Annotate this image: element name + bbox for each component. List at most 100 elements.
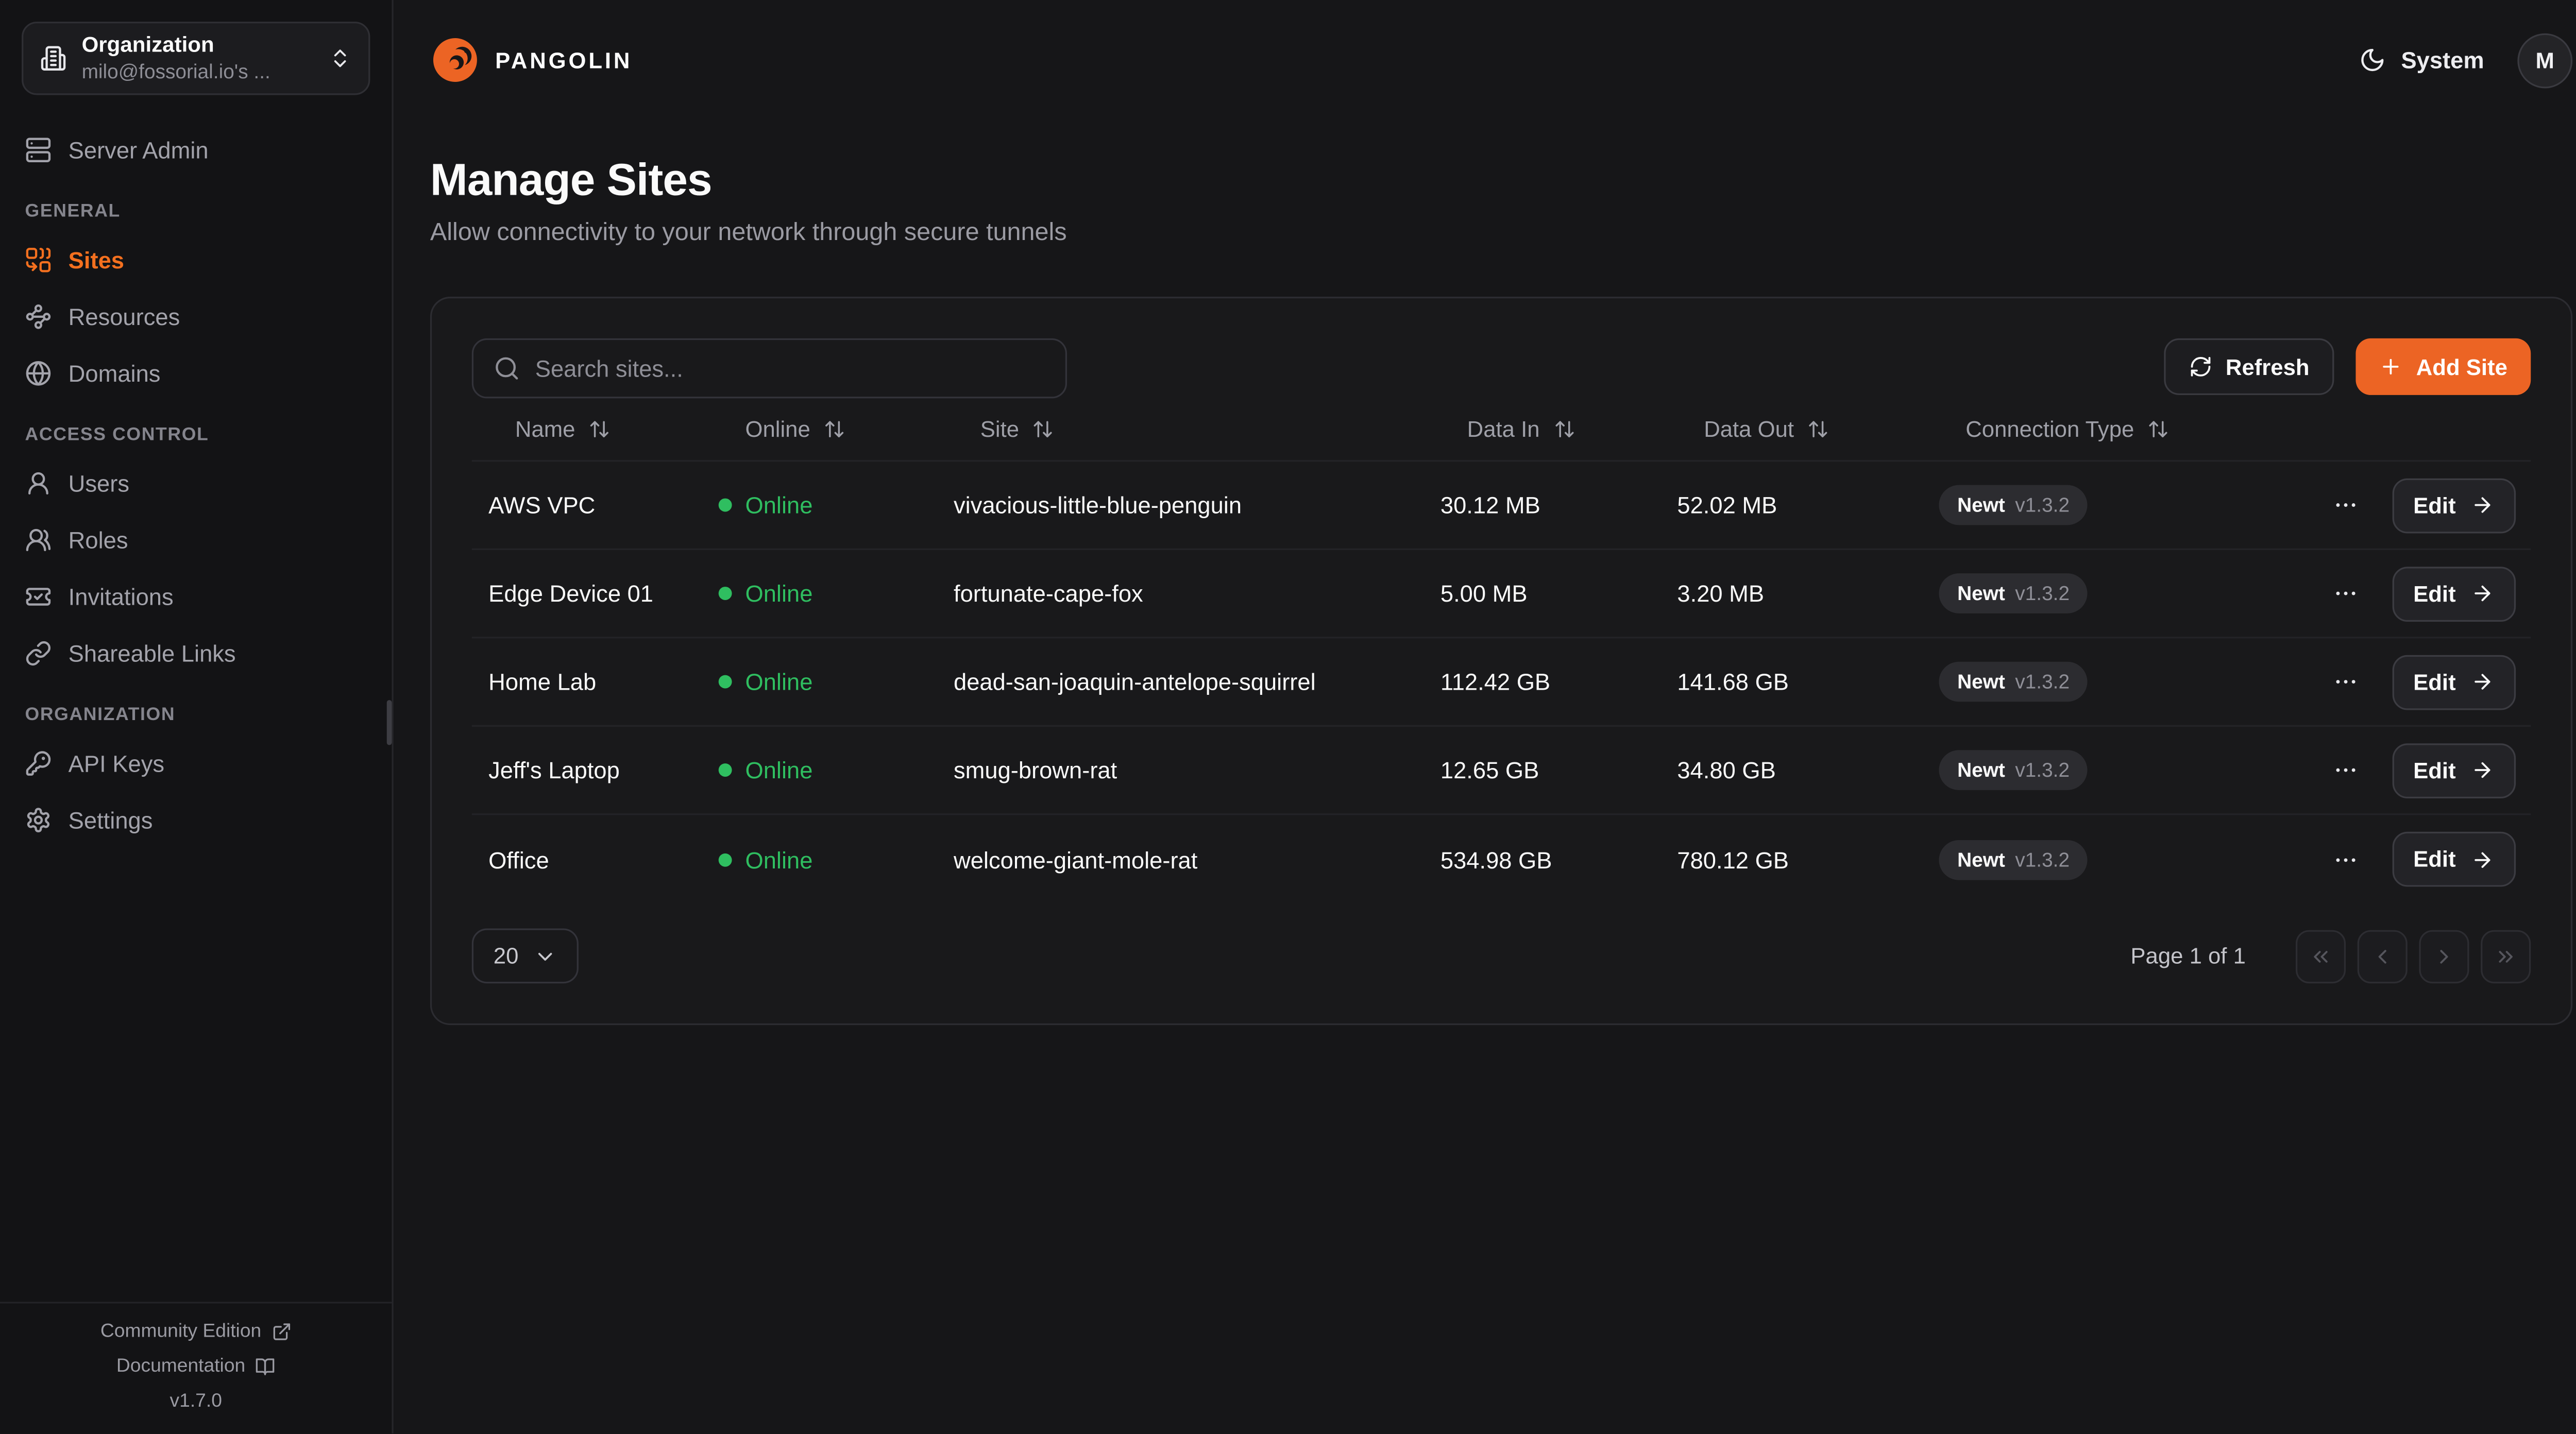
column-sort-button[interactable]: Data Out (1677, 417, 1939, 442)
ellipsis-icon (2332, 669, 2359, 695)
last-page-button[interactable] (2481, 929, 2531, 983)
sidebar-scrollbar[interactable] (386, 700, 392, 745)
edit-button[interactable]: Edit (2392, 831, 2516, 887)
edit-button[interactable]: Edit (2392, 742, 2516, 798)
sort-icon (1032, 418, 1054, 440)
organization-selector[interactable]: Organization milo@fossorial.io's ... (22, 22, 370, 95)
column-sort-button[interactable]: Online (719, 417, 954, 442)
online-status-cell: Online (718, 757, 954, 783)
app-version: v1.7.0 (170, 1392, 222, 1412)
edit-button[interactable]: Edit (2392, 654, 2516, 709)
row-menu-button[interactable] (2323, 836, 2369, 883)
sidebar-item[interactable]: Users (25, 464, 367, 504)
refresh-button[interactable]: Refresh (2164, 338, 2335, 395)
column-sort-button[interactable]: Name (488, 417, 719, 442)
waypoints-icon (25, 303, 52, 330)
online-status-cell: Online (718, 492, 954, 518)
sidebar-item[interactable]: API Keys (25, 743, 367, 783)
sort-icon (2147, 418, 2169, 440)
online-dot (718, 675, 732, 689)
previous-page-button[interactable] (2357, 929, 2408, 983)
data-out-cell: 141.68 GB (1677, 668, 1789, 695)
pangolin-logo-icon (433, 38, 477, 82)
connection-type-badge: Newt v1.3.2 (1939, 485, 2088, 525)
sort-icon (1807, 418, 1829, 440)
sites-card: Refresh Add Site Name Online (430, 297, 2573, 1026)
online-dot (718, 498, 732, 512)
arrow-right-icon (2471, 758, 2494, 781)
data-out-cell: 34.80 GB (1677, 757, 1776, 783)
edit-button[interactable]: Edit (2392, 566, 2516, 621)
table-row: Edge Device 01 Online fortunate-cape-fox… (471, 550, 2531, 639)
column-sort-button[interactable]: Data In (1440, 417, 1677, 442)
arrow-right-icon (2471, 670, 2494, 693)
ellipsis-icon (2332, 492, 2359, 519)
ellipsis-icon (2332, 580, 2359, 607)
footer-link[interactable]: Community Edition (0, 1322, 392, 1342)
sidebar-footer: Community Edition Documentation v1.7.0 (0, 1302, 392, 1433)
column-sort-button[interactable]: Site (954, 417, 1440, 442)
row-menu-button[interactable] (2323, 747, 2369, 794)
ellipsis-icon (2332, 757, 2359, 783)
page-info: Page 1 of 1 (2130, 943, 2246, 969)
ticket-check-icon (25, 584, 52, 610)
data-out-cell: 780.12 GB (1677, 846, 1789, 873)
column-label: Site (980, 417, 1020, 442)
next-page-button[interactable] (2419, 929, 2469, 983)
site-name-cell: Jeff's Laptop (488, 757, 620, 783)
online-dot (718, 852, 732, 866)
sidebar-item[interactable]: Sites (25, 240, 367, 280)
add-site-button[interactable]: Add Site (2356, 338, 2531, 395)
moon-icon (2360, 47, 2386, 74)
arrow-right-icon (2471, 493, 2494, 517)
book-open-icon (256, 1357, 276, 1377)
main-content: PANGOLIN System M Manage Sites Allow con… (394, 0, 2576, 1433)
external-link-icon (272, 1322, 292, 1342)
footer-link[interactable]: Documentation (0, 1357, 392, 1377)
page-size-select[interactable]: 20 (471, 928, 579, 984)
table-row: Home Lab Online dead-san-joaquin-antelop… (471, 638, 2531, 727)
table-row: Jeff's Laptop Online smug-brown-rat 12.6… (471, 727, 2531, 815)
plus-icon (2380, 355, 2403, 378)
connection-type-badge: Newt v1.3.2 (1939, 839, 2088, 879)
arrow-right-icon (2471, 848, 2494, 871)
sidebar-item-label: Server Admin (68, 136, 209, 164)
sidebar-item[interactable]: Invitations (25, 577, 367, 617)
sort-icon (824, 418, 845, 440)
site-id-cell: vivacious-little-blue-penguin (953, 491, 1242, 519)
edit-button[interactable]: Edit (2392, 477, 2516, 533)
sidebar-item[interactable]: Server Admin (25, 130, 367, 170)
avatar[interactable]: M (2517, 32, 2573, 88)
sidebar-section-label-general: GENERAL (25, 201, 121, 222)
site-id-cell: smug-brown-rat (953, 757, 1117, 783)
user-icon (25, 470, 52, 497)
sidebar-item-label: Domains (68, 360, 161, 387)
sidebar-item-label: Shareable Links (68, 640, 236, 667)
sidebar-item[interactable]: Domains (25, 353, 367, 394)
column-label: Data In (1467, 417, 1540, 442)
online-dot (718, 763, 732, 777)
table-header: Name Online Site Data In Data Out (471, 398, 2531, 462)
table-row: AWS VPC Online vivacious-little-blue-pen… (471, 462, 2531, 550)
row-menu-button[interactable] (2323, 482, 2369, 528)
sidebar-section-label-access-control: ACCESS CONTROL (25, 425, 209, 446)
connection-type-cell: Newt v1.3.2 (1939, 485, 2322, 525)
online-dot (718, 587, 732, 600)
first-page-button[interactable] (2295, 929, 2346, 983)
theme-toggle-button[interactable]: System (2360, 46, 2484, 74)
column-sort-button[interactable]: Connection Type (1939, 417, 2322, 442)
sidebar-item[interactable]: Shareable Links (25, 634, 367, 674)
sidebar-item[interactable]: Settings (25, 800, 367, 840)
column-label: Online (745, 417, 810, 442)
sidebar-item-label: Roles (68, 526, 128, 554)
row-menu-button[interactable] (2323, 658, 2369, 705)
sidebar-item[interactable]: Roles (25, 520, 367, 560)
sidebar: Organization milo@fossorial.io's ... Ser… (0, 0, 394, 1433)
search-input[interactable] (535, 355, 1045, 382)
connection-type-cell: Newt v1.3.2 (1939, 750, 2322, 790)
row-menu-button[interactable] (2323, 570, 2369, 617)
chevrons-right-icon (2494, 944, 2517, 967)
sidebar-item[interactable]: Resources (25, 297, 367, 337)
theme-label: System (2401, 46, 2484, 74)
